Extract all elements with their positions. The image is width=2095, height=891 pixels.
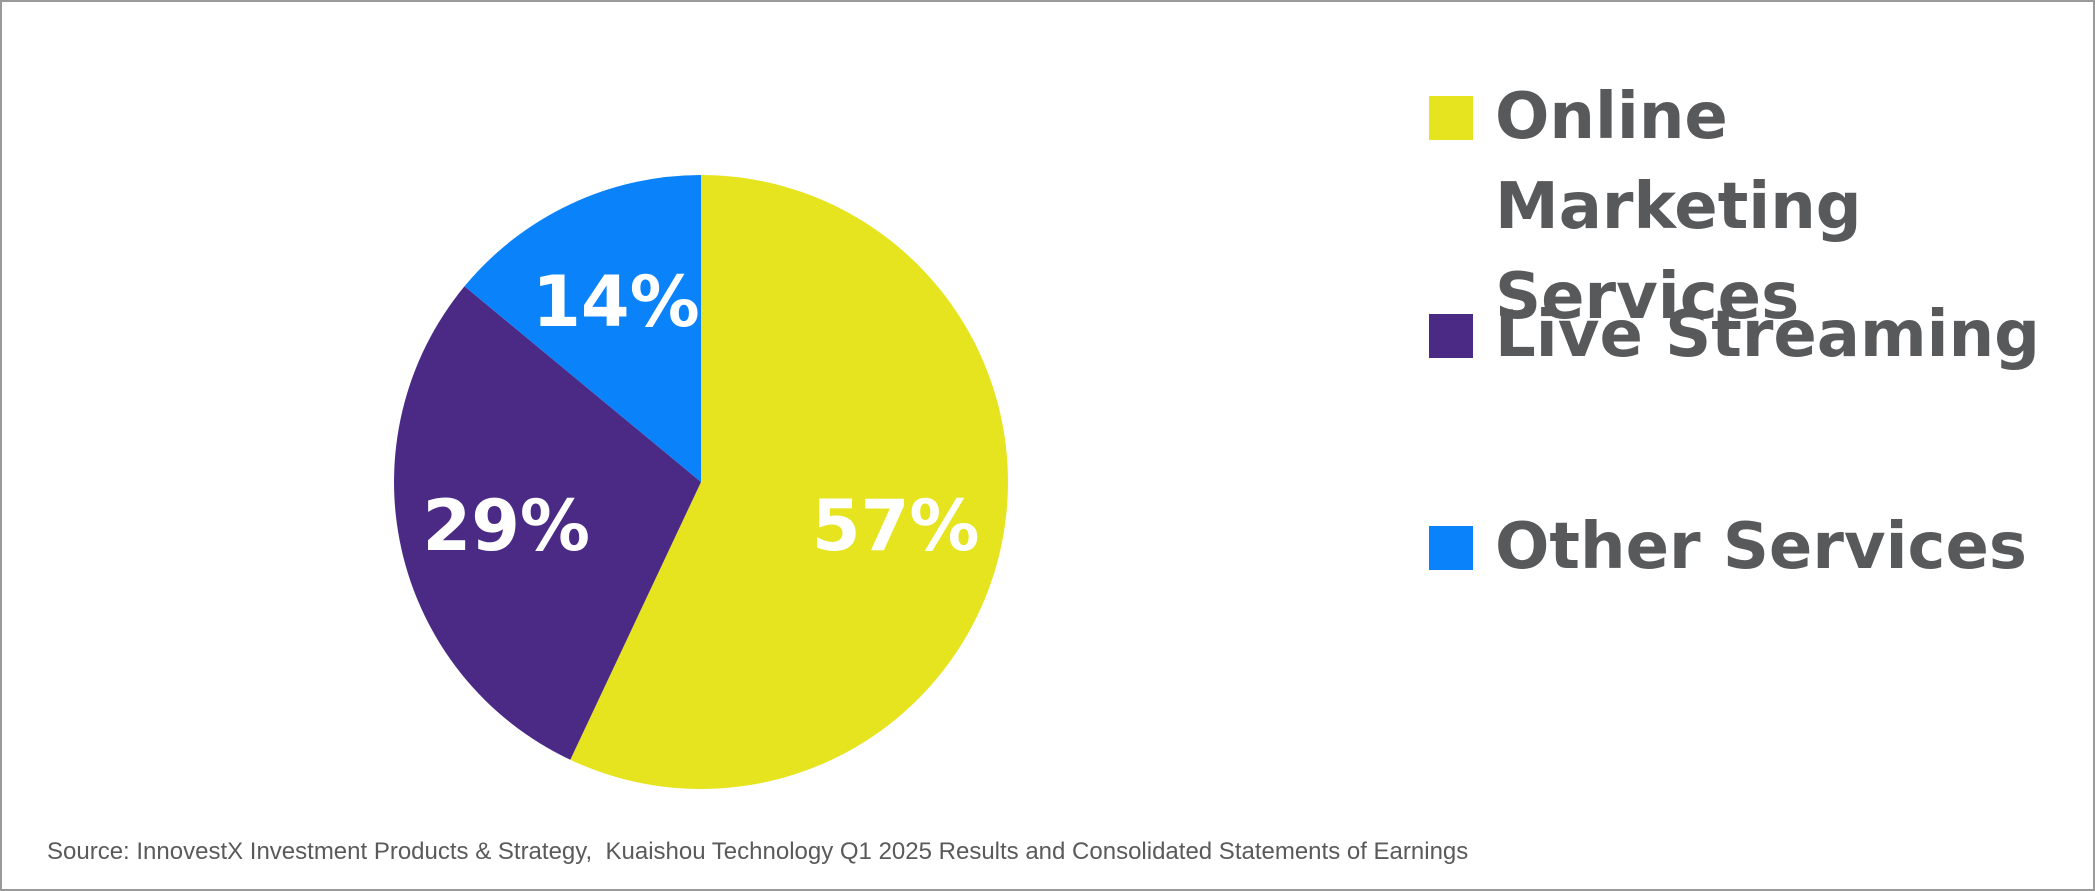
legend-swatch-live-streaming — [1429, 314, 1473, 358]
legend-item-online-marketing-services: Online Marketing Services — [1429, 72, 2085, 342]
pie-slice-label-online-marketing-services: 57% — [812, 485, 980, 567]
pie-chart-svg: 57% 29% 14% — [394, 175, 1008, 789]
legend-label-online-marketing-services: Online Marketing Services — [1495, 80, 1862, 334]
legend-swatch-other-services — [1429, 526, 1473, 570]
legend-item-other-services: Other Services — [1429, 502, 2027, 592]
pie-chart: 57% 29% 14% — [394, 175, 1008, 789]
legend-label-other-services: Other Services — [1495, 510, 2027, 584]
legend-swatch-online-marketing-services — [1429, 96, 1473, 140]
pie-slice-other-services — [464, 175, 701, 482]
legend-label-live-streaming: Live Streaming — [1495, 298, 2040, 372]
pie-slice-online-marketing-services — [570, 175, 1008, 789]
pie-slice-label-other-services: 14% — [532, 261, 700, 343]
pie-slice-label-live-streaming: 29% — [423, 485, 591, 567]
pie-slice-live-streaming — [394, 286, 701, 760]
source-note: Source: InnovestX Investment Products & … — [47, 838, 1469, 865]
legend-item-live-streaming: Live Streaming — [1429, 290, 2040, 380]
